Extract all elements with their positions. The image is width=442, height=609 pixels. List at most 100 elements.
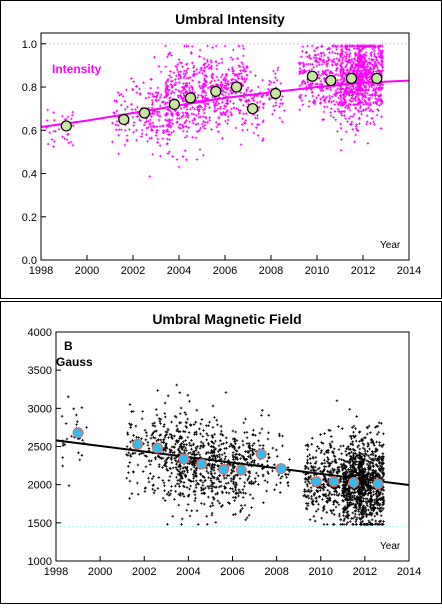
data-point (61, 135, 64, 139)
data-point (199, 115, 202, 119)
data-point (246, 128, 249, 132)
data-point (278, 116, 282, 120)
data-point (185, 112, 189, 116)
data-point (215, 100, 219, 104)
data-point (202, 153, 205, 157)
data-point (208, 81, 212, 85)
data-point (206, 44, 209, 48)
data-point (364, 93, 367, 97)
data-point (150, 103, 154, 107)
data-point (352, 47, 356, 50)
data-point (336, 73, 340, 77)
data-point (242, 103, 245, 107)
data-point (332, 57, 336, 61)
data-point (327, 46, 331, 50)
data-point (130, 423, 133, 426)
data-point (359, 104, 362, 108)
data-point (151, 112, 154, 115)
data-point (356, 47, 359, 50)
data-point (168, 52, 172, 56)
data-point (301, 80, 304, 84)
data-point (46, 108, 50, 112)
data-point (67, 484, 71, 488)
data-point (117, 133, 120, 137)
data-point (159, 154, 162, 158)
data-point (130, 108, 134, 111)
data-point (165, 119, 169, 122)
data-point (193, 118, 197, 122)
x-tick-label: 2006 (213, 265, 237, 277)
average-marker (371, 72, 383, 85)
data-point (302, 62, 306, 66)
data-point (135, 435, 138, 439)
panel-label-b: B (64, 339, 73, 353)
data-point (220, 81, 223, 84)
plot-magnetic-field: 1998 2000 2002 2004 2006 2008 2010 2012 20141000… (28, 327, 422, 578)
data-point (191, 88, 195, 92)
data-point (269, 80, 273, 84)
data-point (159, 418, 163, 421)
data-point (131, 115, 135, 119)
data-point (333, 93, 336, 96)
data-point (336, 87, 339, 91)
data-point (130, 492, 134, 495)
data-point (52, 111, 56, 115)
data-point (157, 438, 160, 441)
data-point (256, 114, 259, 117)
data-point (364, 86, 367, 90)
y-tick-label: 3500 (28, 365, 52, 377)
data-point (301, 45, 305, 49)
data-point (150, 459, 153, 463)
data-point (227, 92, 231, 96)
data-point (220, 86, 223, 90)
data-point (349, 103, 352, 107)
data-point (336, 78, 340, 82)
data-point (220, 61, 224, 65)
data-point (336, 52, 340, 55)
data-point (159, 433, 163, 437)
data-point (357, 76, 361, 80)
data-point (179, 90, 183, 94)
data-point (172, 129, 176, 133)
data-point (217, 62, 221, 65)
data-point (129, 77, 133, 80)
data-point (224, 79, 227, 83)
data-point (203, 96, 207, 100)
data-point (267, 83, 271, 86)
data-point (249, 70, 253, 74)
data-point (346, 68, 349, 72)
data-point (52, 145, 55, 148)
data-point (70, 117, 73, 121)
data-point (339, 149, 343, 152)
data-point (146, 441, 150, 444)
data-point (351, 128, 355, 131)
data-point (215, 75, 219, 79)
data-point (174, 64, 178, 68)
data-point (183, 136, 187, 139)
data-point (214, 83, 218, 86)
data-point (353, 103, 357, 107)
data-point (199, 68, 203, 72)
data-point (207, 67, 211, 70)
data-point (334, 94, 338, 98)
data-point (372, 120, 375, 124)
data-point (307, 83, 311, 87)
data-point (229, 89, 232, 93)
data-point (344, 117, 348, 121)
data-point (151, 121, 155, 125)
data-point (268, 79, 271, 83)
data-point (317, 76, 320, 80)
data-point (341, 44, 344, 48)
data-point (310, 44, 314, 48)
data-point (214, 44, 218, 48)
data-point (219, 111, 222, 115)
data-point (379, 82, 382, 86)
data-point (220, 101, 224, 104)
data-point (234, 126, 238, 130)
data-point (325, 64, 329, 68)
data-point (146, 119, 150, 123)
data-point (65, 437, 69, 441)
data-point (348, 94, 351, 97)
data-point (336, 44, 340, 48)
data-point (78, 458, 82, 462)
